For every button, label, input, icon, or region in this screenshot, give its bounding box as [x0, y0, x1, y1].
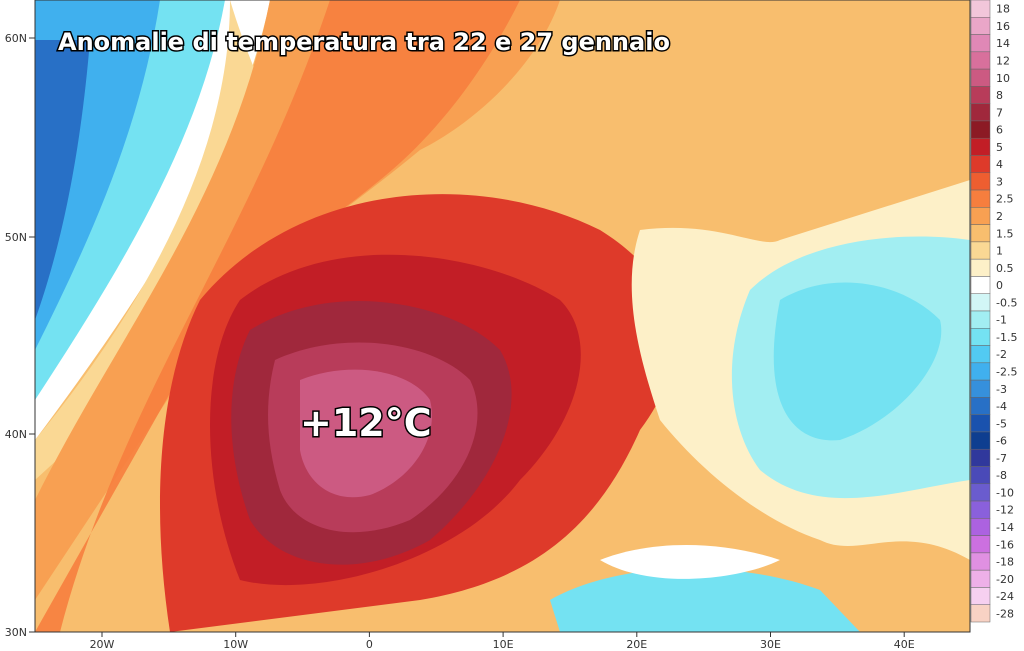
colorbar-label: -14 [996, 521, 1014, 534]
lon-label: 10E [493, 638, 514, 651]
colorbar-swatch [970, 587, 991, 605]
colorbar-label: -2.5 [996, 365, 1017, 378]
colorbar-swatch [970, 293, 991, 312]
map-title: Anomalie di temperatura tra 22 e 27 genn… [58, 28, 670, 56]
colorbar-swatch [970, 51, 991, 70]
colorbar-swatch [970, 328, 991, 346]
lon-label: 0 [366, 638, 373, 651]
lon-label: 20E [626, 638, 647, 651]
colorbar-label: 16 [996, 20, 1010, 33]
colorbar-swatch [970, 258, 991, 277]
colorbar-label: -3 [996, 383, 1007, 396]
colorbar-label: 14 [996, 37, 1010, 50]
colorbar-label: 18 [996, 3, 1010, 16]
colorbar-swatch [970, 207, 991, 225]
colorbar-label: -18 [996, 556, 1014, 569]
lon-label: 20W [90, 638, 115, 651]
map-field [35, 0, 970, 632]
lat-label: 40N [5, 428, 27, 441]
colorbar-swatch [970, 0, 991, 18]
lat-label: 50N [5, 231, 27, 244]
colorbar-label: 6 [996, 124, 1003, 137]
colorbar-label: -6 [996, 435, 1007, 448]
colorbar-label: 12 [996, 54, 1010, 67]
colorbar-swatch [970, 86, 991, 104]
colorbar-label: -4 [996, 400, 1007, 413]
colorbar-swatch [970, 431, 991, 450]
lon-label: 10W [223, 638, 248, 651]
colorbar-label: 2.5 [996, 193, 1014, 206]
colorbar-label: 0 [996, 279, 1003, 292]
colorbar-label: -12 [996, 504, 1014, 517]
colorbar-label: -24 [996, 590, 1014, 603]
colorbar-swatch [970, 137, 991, 156]
axes: 60N 50N 40N 30N 20W 10W 0 10E 20E 30E 40E [5, 32, 915, 651]
colorbar-swatch [970, 241, 991, 260]
colorbar-label: -1.5 [996, 331, 1017, 344]
colorbar-label: 10 [996, 72, 1010, 85]
colorbar-swatch [970, 34, 991, 53]
colorbar-swatch [970, 414, 991, 433]
colorbar-swatch [970, 466, 991, 485]
colorbar-label: -5 [996, 417, 1007, 430]
colorbar-swatch [970, 155, 991, 174]
anomaly-annotation: +12°C [300, 401, 432, 445]
colorbar-swatch [970, 172, 991, 191]
colorbar-swatch [970, 569, 991, 588]
colorbar-swatch [970, 189, 991, 208]
colorbar-label: 1.5 [996, 227, 1014, 240]
lat-label: 60N [5, 32, 27, 45]
colorbar-swatch [970, 397, 991, 415]
colorbar-label: -0.5 [996, 296, 1017, 309]
lon-label: 30E [760, 638, 781, 651]
colorbar: 18 16 14 12 10 8 7 6 5 4 3 2.5 2 1.5 1 0.5 0 -0.5 -1 -1.5 -2… [970, 0, 1017, 623]
colorbar-swatch [970, 500, 991, 519]
colorbar-swatch [970, 68, 991, 87]
colorbar-swatch [970, 604, 991, 623]
colorbar-swatch [970, 345, 991, 364]
lon-label: 40E [894, 638, 915, 651]
colorbar-label: 7 [996, 106, 1003, 119]
colorbar-label: -8 [996, 469, 1007, 482]
colorbar-swatch [970, 448, 991, 467]
colorbar-label: -20 [996, 573, 1014, 586]
colorbar-swatch [970, 103, 991, 122]
colorbar-label: -1 [996, 314, 1007, 327]
colorbar-swatch [970, 379, 991, 398]
colorbar-swatch [970, 483, 991, 502]
colorbar-label: 8 [996, 89, 1003, 102]
colorbar-label: 0.5 [996, 262, 1014, 275]
colorbar-swatch [970, 120, 991, 139]
colorbar-label: 3 [996, 175, 1003, 188]
colorbar-label: -7 [996, 452, 1007, 465]
colorbar-swatch [970, 224, 991, 243]
colorbar-swatch [970, 310, 991, 329]
colorbar-swatch [970, 276, 991, 294]
colorbar-label: -28 [996, 607, 1014, 620]
lat-label: 30N [5, 626, 27, 639]
colorbar-label: 1 [996, 245, 1003, 258]
colorbar-label: -2 [996, 348, 1007, 361]
colorbar-swatch [970, 518, 991, 536]
colorbar-swatch [970, 535, 991, 554]
colorbar-label: 2 [996, 210, 1003, 223]
map-frame [34, 0, 971, 633]
colorbar-label: 5 [996, 141, 1003, 154]
colorbar-label: 4 [996, 158, 1003, 171]
colorbar-swatch [970, 552, 991, 571]
colorbar-swatch [970, 17, 991, 35]
colorbar-label: -16 [996, 538, 1014, 551]
colorbar-label: -10 [996, 486, 1014, 499]
colorbar-swatch [970, 362, 991, 381]
